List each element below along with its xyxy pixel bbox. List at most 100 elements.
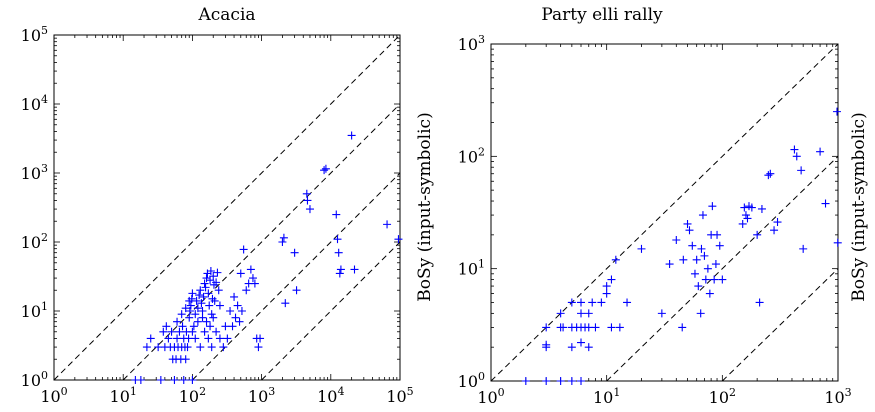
data-point xyxy=(233,301,242,310)
x-tick-label: 104 xyxy=(317,385,344,406)
data-point xyxy=(228,322,237,331)
data-point xyxy=(584,309,593,318)
data-point xyxy=(350,265,359,274)
data-point xyxy=(278,238,287,246)
data-point xyxy=(690,269,699,278)
data-point xyxy=(198,313,207,322)
data-point xyxy=(678,323,687,332)
data-point xyxy=(770,226,779,235)
data-point xyxy=(833,238,842,247)
data-point xyxy=(799,244,808,253)
data-point xyxy=(584,343,593,352)
data-point xyxy=(766,169,775,178)
y-tick-label: 102 xyxy=(458,145,485,166)
data-point xyxy=(821,199,830,208)
data-point xyxy=(207,343,216,352)
y-tick-label: 103 xyxy=(21,162,48,183)
data-point xyxy=(136,376,145,384)
data-point xyxy=(177,310,186,319)
data-point xyxy=(183,343,192,352)
data-point xyxy=(179,376,188,384)
data-point xyxy=(711,260,720,269)
data-point xyxy=(246,265,255,274)
data-point xyxy=(542,340,551,349)
data-point xyxy=(697,244,706,253)
data-point xyxy=(320,166,329,175)
data-point xyxy=(747,203,756,212)
y-axis-label: BoSy (input-symbolic) xyxy=(415,112,435,301)
data-point xyxy=(162,322,171,331)
data-point xyxy=(146,334,155,343)
data-point xyxy=(715,241,724,250)
data-point xyxy=(602,289,611,298)
y-tick-label: 102 xyxy=(21,231,48,252)
data-point xyxy=(333,235,342,244)
data-point xyxy=(248,274,257,283)
data-point xyxy=(740,203,749,212)
data-point xyxy=(213,268,222,277)
data-point xyxy=(236,269,245,278)
data-point xyxy=(164,334,173,343)
data-point xyxy=(607,323,616,332)
data-point xyxy=(292,286,301,295)
data-point xyxy=(173,334,182,343)
x-tick-label: 101 xyxy=(110,385,137,406)
data-point xyxy=(303,196,312,205)
data-point xyxy=(698,211,707,220)
data-point xyxy=(181,355,190,364)
data-point xyxy=(204,289,213,298)
x-tick-label: 102 xyxy=(179,385,206,406)
y-tick-label: 103 xyxy=(458,33,485,54)
data-point xyxy=(206,322,215,331)
data-point xyxy=(156,376,165,384)
data-point xyxy=(597,298,606,307)
x-tick-label: 105 xyxy=(386,385,413,406)
data-point xyxy=(209,272,218,281)
data-point xyxy=(694,282,703,291)
reference-line xyxy=(192,172,401,381)
data-point xyxy=(195,291,204,300)
data-point xyxy=(191,334,200,343)
y-tick-label: 104 xyxy=(21,93,48,114)
data-point xyxy=(577,309,586,318)
data-point xyxy=(347,131,356,140)
data-point xyxy=(713,230,722,239)
data-point xyxy=(215,334,224,343)
data-point xyxy=(394,235,403,244)
data-point xyxy=(205,301,214,310)
data-point xyxy=(202,317,211,326)
data-point xyxy=(755,298,764,307)
data-point xyxy=(188,327,197,336)
data-point xyxy=(710,275,719,284)
data-point xyxy=(588,298,597,307)
data-point xyxy=(672,235,681,244)
data-point xyxy=(332,210,341,219)
data-point xyxy=(142,343,151,352)
data-point xyxy=(175,327,184,336)
data-point xyxy=(193,304,202,313)
data-point xyxy=(192,296,201,305)
data-point xyxy=(542,377,551,385)
data-point xyxy=(196,343,205,352)
data-point xyxy=(250,279,259,288)
data-point xyxy=(700,251,709,260)
data-point xyxy=(790,145,799,154)
data-point xyxy=(743,214,752,223)
data-point xyxy=(200,327,209,336)
data-point xyxy=(567,377,576,385)
x-tick-label: 103 xyxy=(248,385,275,406)
x-tick-labels: 100 101 102 103 104 105 xyxy=(40,385,413,406)
data-point xyxy=(718,275,727,284)
data-point xyxy=(321,164,330,173)
data-point xyxy=(753,230,762,239)
data-point xyxy=(832,107,841,116)
data-points xyxy=(131,131,403,384)
data-point xyxy=(242,286,251,295)
data-point xyxy=(201,283,210,292)
data-point xyxy=(173,317,182,326)
reference-line xyxy=(261,241,401,381)
reference-line xyxy=(721,268,839,382)
data-point xyxy=(196,286,205,295)
chart-party-elli-rally: Party elli rally 100 101 102 103 1001011021… xyxy=(458,5,869,407)
data-point xyxy=(202,274,211,283)
